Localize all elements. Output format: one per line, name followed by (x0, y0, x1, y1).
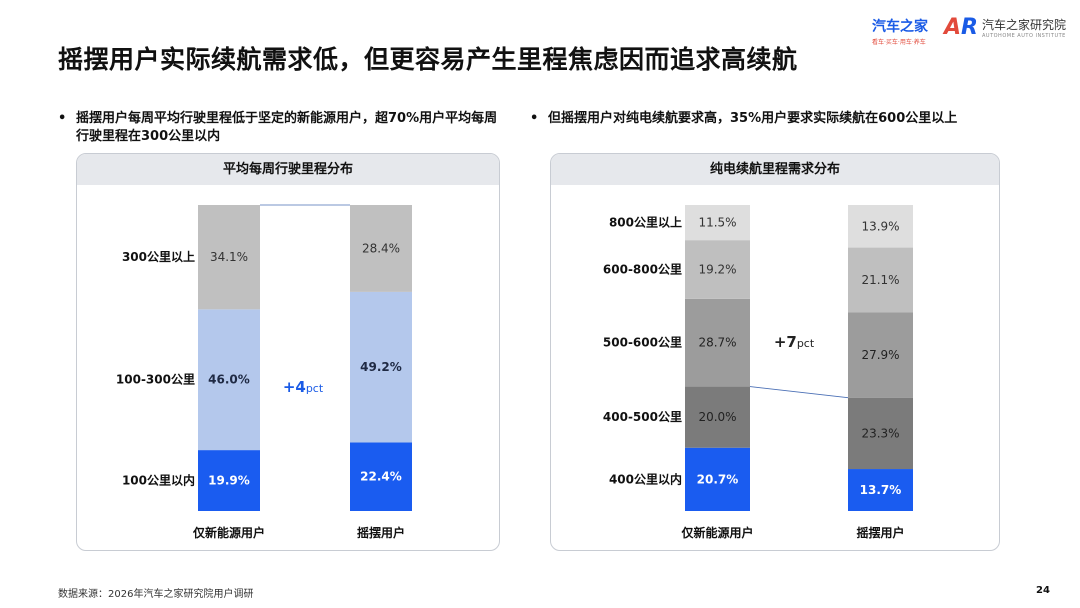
data-label: 49.2% (360, 360, 402, 374)
pct-annotation: +4pct (283, 378, 324, 396)
right-chart-panel: 纯电续航里程需求分布 20.7% 20.0% 28.7% 19.2% 11.5% 仅新能源… (550, 153, 1000, 551)
data-label: 19.9% (208, 474, 250, 488)
right-bullet-text: 但摇摆用户对纯电续航要求高，35%用户要求实际续航在600公里以上 (548, 111, 958, 126)
left-bullet: • 摇摆用户每周平均行驶里程低于坚定的新能源用户，超70%用户平均每周行驶里程在… (58, 110, 506, 146)
data-label: 27.9% (861, 348, 899, 362)
segment-label: 800公里以上 (609, 215, 682, 230)
data-source: 数据来源：2026年汽车之家研究院用户调研 (58, 589, 254, 600)
data-label: 11.5% (698, 216, 736, 230)
autohome-logo-tagline: 看车·买车·用车·养车 (872, 39, 926, 46)
bullet-dot: • (530, 111, 539, 126)
category-label: 摇摆用户 (357, 525, 405, 540)
bar-segment-1-nev-only (198, 450, 260, 511)
segment-label: 600-800公里 (603, 262, 682, 277)
left-bullet-text: 摇摆用户每周平均行驶里程低于坚定的新能源用户，超70%用户平均每周行驶里程在30… (76, 111, 498, 144)
institute-logo-mark-r: R (961, 14, 978, 40)
bar-segment-5-swing (848, 205, 913, 248)
data-label: 21.1% (861, 273, 899, 287)
weekly-mileage-chart: 19.9% 46.0% 34.1% 仅新能源用户 22.4% 49.2% 28.4% 摇摆用户… (116, 204, 412, 540)
bar-segment-5-nev-only (685, 205, 750, 241)
data-label: 46.0% (208, 373, 250, 387)
data-label: 19.2% (698, 263, 736, 277)
institute-logo-text: 汽车之家研究院 (981, 18, 1066, 32)
data-label: 23.3% (861, 426, 899, 440)
category-label: 仅新能源用户 (192, 525, 265, 540)
bar-segment-1-swing (848, 469, 913, 511)
autohome-logo: 汽车之家 看车·买车·用车·养车 (872, 16, 928, 46)
data-label: 13.9% (861, 219, 899, 233)
bullet-dot: • (58, 111, 67, 126)
segment-label: 500-600公里 (603, 335, 682, 350)
slide-title: 摇摆用户实际续航需求低，但更容易产生里程焦虑因而追求高续航 (58, 45, 798, 74)
bar-segment-2-nev-only (198, 309, 260, 451)
autohome-logo-text: 汽车之家 (872, 19, 928, 35)
data-label: 20.7% (697, 472, 739, 486)
category-label: 仅新能源用户 (680, 525, 753, 540)
left-chart-panel: 平均每周行驶里程分布 19.9% 46.0% 34.1% 仅新能源用户 22.4% 49.… (76, 153, 500, 551)
segment-label: 300公里以上 (122, 249, 195, 264)
institute-logo-mark: AR (944, 14, 978, 40)
data-label: 22.4% (360, 470, 402, 484)
data-label: 13.7% (860, 483, 902, 497)
bar-segment-2-swing (350, 291, 412, 443)
institute-logo-subtext: AUTOHOME AUTO INSTITUTE (981, 33, 1066, 39)
segment-label: 100公里以内 (122, 473, 195, 488)
connector-line (749, 386, 849, 399)
segment-label: 400公里以内 (609, 471, 682, 486)
segment-label: 400-500公里 (603, 409, 682, 424)
pct-annotation: +7pct (774, 333, 815, 351)
bar-segment-1-nev-only (685, 447, 750, 511)
right-chart-title: 纯电续航里程需求分布 (551, 154, 999, 185)
data-label: 20.0% (698, 410, 736, 424)
bar-segment-4-swing (848, 247, 913, 313)
bar-segment-2-swing (848, 397, 913, 470)
category-label: 摇摆用户 (856, 525, 904, 540)
right-bullet: • 但摇摆用户对纯电续航要求高，35%用户要求实际续航在600公里以上 (530, 110, 1008, 128)
left-chart-title: 平均每周行驶里程分布 (77, 154, 499, 185)
institute-logo-mark-a: A (944, 14, 962, 40)
segment-label: 100-300公里 (116, 372, 195, 387)
page-number: 24 (1036, 585, 1050, 596)
bar-segment-4-nev-only (685, 240, 750, 299)
institute-logo: AR 汽车之家研究院 AUTOHOME AUTO INSTITUTE (944, 16, 1066, 39)
range-demand-chart: 20.7% 20.0% 28.7% 19.2% 11.5% 仅新能源用户 13.7% 23.3… (603, 205, 913, 540)
data-label: 28.4% (362, 241, 400, 255)
data-label: 34.1% (210, 250, 248, 264)
data-label: 28.7% (698, 336, 736, 350)
bar-segment-3-swing (350, 205, 412, 292)
bar-segment-3-swing (848, 312, 913, 398)
bar-segment-2-nev-only (685, 386, 750, 448)
bar-segment-3-nev-only (685, 298, 750, 387)
bar-segment-1-swing (350, 442, 412, 511)
bar-segment-3-nev-only (198, 205, 260, 310)
